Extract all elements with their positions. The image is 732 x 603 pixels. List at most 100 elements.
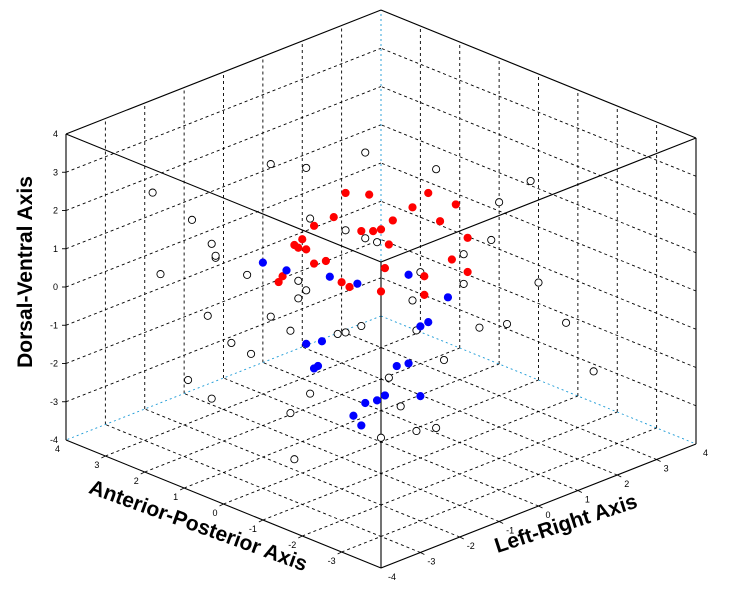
data-point-blue [353,279,362,288]
data-point-red [463,233,472,242]
x-tick-label: 0 [212,508,217,518]
x-tick-label: -3 [328,556,336,566]
data-point-open [211,251,220,260]
data-point-open [207,394,216,403]
data-point-open [341,328,350,337]
data-point-open [306,389,315,398]
data-point-red [435,217,445,226]
data-point-blue [361,398,370,408]
data-point-open [495,198,504,207]
data-point-open [589,367,598,376]
data-point-red [309,221,319,230]
y-tick-label: 1 [585,495,590,505]
tick-mark [656,459,661,462]
grid-line [183,363,500,489]
z-tick-label: 2 [53,206,58,216]
data-point-red [341,188,350,198]
z-tick-label: -3 [50,397,58,407]
data-point-blue [404,359,413,368]
data-point-open [148,188,157,197]
data-point-open [432,165,441,174]
y-tick-label: -2 [467,541,475,551]
data-point-red [302,245,311,254]
data-point-blue [258,258,267,267]
data-point-red [329,213,338,222]
data-point-open [294,294,303,303]
grid-line [380,86,697,215]
data-point-red [376,225,386,234]
tick-mark [298,535,303,539]
data-point-open [384,373,393,382]
data-point-open [286,409,295,418]
x-tick-label: 1 [173,492,178,502]
y-tick-label: 3 [664,464,669,474]
data-point-red [376,287,386,296]
data-point-red [337,278,346,287]
data-point-blue [416,392,425,401]
data-point-open [361,234,370,243]
data-point-open [361,148,370,157]
data-point-red [408,203,417,212]
data-point-open [487,235,496,245]
tick-mark [258,519,264,523]
data-point-red [463,267,472,277]
data-point-open [502,319,512,329]
z-tick-label: 3 [53,167,58,177]
tick-mark [538,505,543,509]
box-edge [65,133,382,263]
data-point-blue [380,391,390,400]
data-point-open [294,276,303,285]
data-point-open [247,349,256,358]
data-point-open [333,329,342,339]
z-tick-label: 0 [53,282,58,292]
data-point-blue [282,266,291,275]
data-point-blue [349,411,358,420]
y-tick-label: 2 [624,479,629,489]
data-point-red [321,256,330,266]
tick-mark [577,490,583,493]
z-tick-label: -2 [50,359,58,369]
data-point-blue [317,337,327,346]
data-point-open [534,278,543,287]
data-point-blue [443,293,453,302]
tick-mark [179,487,185,491]
grid-line [105,331,421,457]
tick-mark [337,551,342,555]
data-point-blue [424,318,433,327]
data-point-open [286,326,295,335]
y-tick-label: -3 [427,557,435,567]
grid-line [302,346,618,476]
data-point-red [294,243,303,252]
x-tick-label: 4 [55,444,60,454]
data-point-open [227,338,236,348]
data-point-open [290,455,299,464]
grid-line [65,124,382,250]
data-point-open [408,296,417,305]
grid-line [65,239,382,364]
z-tick-label: 4 [53,129,58,139]
z-axis-title: Dorsal-Ventral Axis [14,176,37,368]
data-point-blue [404,270,413,279]
data-point-open [306,214,315,223]
data-point-open [207,239,216,248]
y-tick-label: 4 [703,448,708,458]
data-point-open [562,318,571,327]
data-point-red [278,272,287,281]
y-axis-title: Left-Right Axis [492,490,640,558]
data-point-open [302,163,311,172]
data-point-open [187,215,197,224]
data-point-open [459,279,468,288]
data-point-red [384,240,393,249]
data-point-open [396,402,405,411]
grid-line [380,124,697,254]
data-point-red [420,290,429,300]
data-point-blue [302,339,311,348]
data-point-red [365,190,374,199]
z-tick-label: 1 [53,244,58,254]
tick-mark [219,503,224,507]
data-point-red [424,188,433,198]
z-tick-label: -4 [50,435,58,445]
data-point-blue [416,322,425,331]
